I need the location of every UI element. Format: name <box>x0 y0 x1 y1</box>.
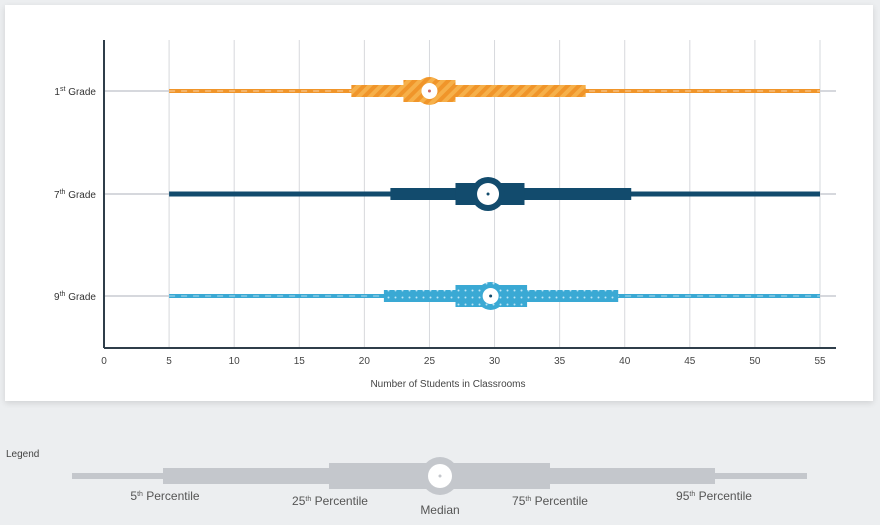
legend-item: 75th Percentile <box>512 494 588 508</box>
legend-item: 95th Percentile <box>676 489 752 503</box>
x-tick-label: 50 <box>749 356 761 367</box>
x-tick-label: 5 <box>166 356 172 367</box>
row-label-text: Grade <box>65 190 96 201</box>
x-tick-label: 10 <box>229 356 241 367</box>
legend-item: 5th Percentile <box>130 489 200 503</box>
legend-item-base: 5 <box>130 489 137 503</box>
row-label: 7th Grade <box>54 189 96 201</box>
x-tick-label: 25 <box>424 356 436 367</box>
row-label-sup: th <box>60 189 66 196</box>
row-label-base: 7 <box>54 190 60 201</box>
median-dot <box>486 192 490 196</box>
legend-item-sup: th <box>525 496 531 503</box>
row-label-text: Grade <box>65 292 96 303</box>
x-tick-label: 20 <box>359 356 371 367</box>
legend-item-base: 95 <box>676 489 690 503</box>
legend-item-sup: th <box>137 491 143 498</box>
percentile-5-95-bar <box>351 85 586 97</box>
row-label: 1st Grade <box>54 86 96 98</box>
x-tick-label: 40 <box>619 356 631 367</box>
row-label-text: Grade <box>65 87 96 98</box>
median-dot <box>489 294 493 298</box>
x-tick-label: 35 <box>554 356 566 367</box>
legend-median-dot <box>438 474 442 478</box>
x-tick-label: 30 <box>489 356 501 367</box>
legend-item-text: Percentile <box>311 494 368 508</box>
legend-item-base: 25 <box>292 494 306 508</box>
legend-item-base: 75 <box>512 494 526 508</box>
legend-item-sup: th <box>689 491 695 498</box>
row-label: 9th Grade <box>54 291 96 303</box>
legend-item-text: Percentile <box>531 494 588 508</box>
median-dot <box>427 89 431 93</box>
legend-item-text: Percentile <box>695 489 752 503</box>
legend-item-base: Median <box>420 503 459 517</box>
row-label-base: 1 <box>54 87 60 98</box>
row-label-sup: th <box>60 291 66 298</box>
x-tick-label: 15 <box>294 356 306 367</box>
x-tick-label: 55 <box>814 356 826 367</box>
row-label-sup: st <box>60 86 66 93</box>
row-label-base: 9 <box>54 292 60 303</box>
x-tick-label: 0 <box>101 356 107 367</box>
legend-item-text: Percentile <box>143 489 200 503</box>
legend-title: Legend <box>6 449 39 460</box>
x-tick-label: 45 <box>684 356 696 367</box>
legend-item: 25th Percentile <box>292 494 368 508</box>
legend-item-sup: th <box>305 496 311 503</box>
legend-item: Median <box>420 503 459 517</box>
x-axis-label: Number of Students in Classrooms <box>370 379 525 390</box>
chart-card <box>5 5 873 401</box>
